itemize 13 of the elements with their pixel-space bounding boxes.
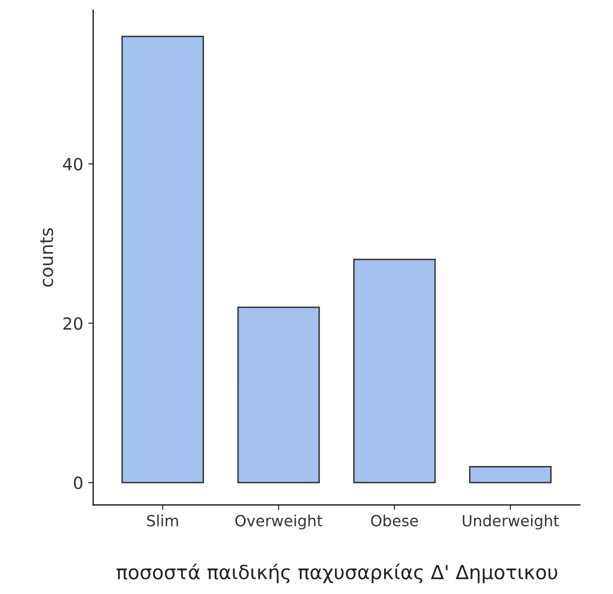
bar xyxy=(469,466,552,484)
x-tick-label: Underweight xyxy=(462,514,559,530)
x-tick-label: Overweight xyxy=(235,514,322,530)
y-tick-label: 20 xyxy=(63,317,82,330)
x-tick-label: Obese xyxy=(371,514,418,526)
bar xyxy=(237,306,320,484)
y-tick-label: 40 xyxy=(63,158,82,170)
x-tick-label: Slim xyxy=(147,514,178,526)
y-tick-label: 0 xyxy=(74,476,82,490)
y-axis-title: counts xyxy=(40,228,54,287)
bar xyxy=(121,36,204,484)
bar xyxy=(353,258,436,484)
x-axis-title: ποσοστά παιδικής παχυσαρκίας Δ' Δημοτικου xyxy=(116,564,558,584)
